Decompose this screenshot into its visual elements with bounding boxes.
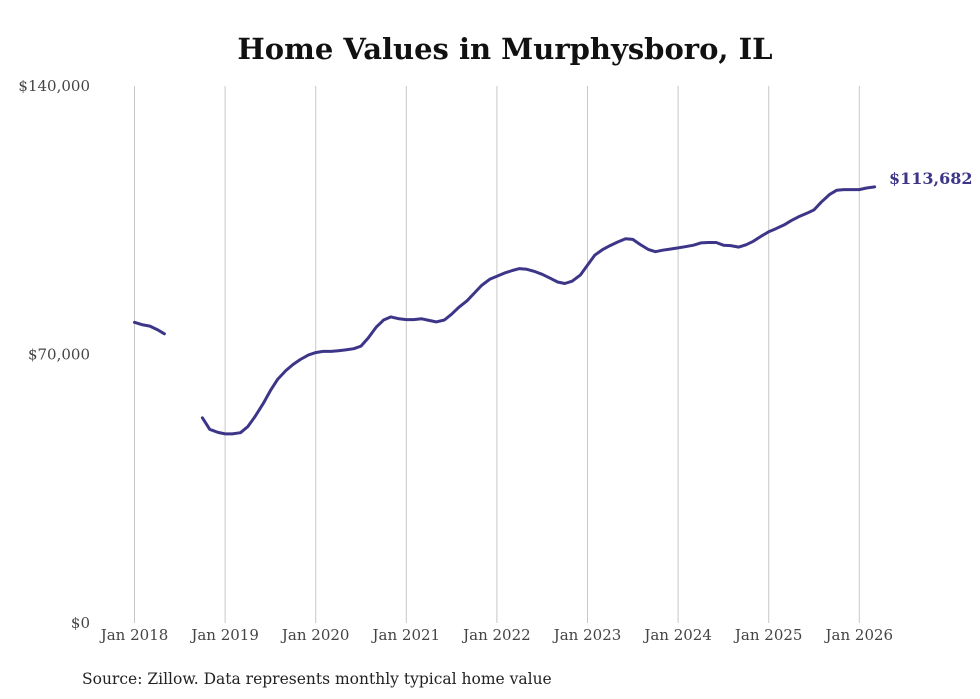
series-line-segment-0 [133,320,166,336]
series-lines [133,185,877,436]
y-tick-label: $70,000 [28,346,90,364]
x-tick-label: Jan 2026 [824,626,894,644]
x-tick-label: Jan 2021 [371,626,441,644]
x-tick-label: Jan 2020 [280,626,350,644]
x-tick-label: Jan 2024 [642,626,712,644]
x-tick-label: Jan 2019 [189,626,259,644]
y-tick-label: $0 [71,614,90,632]
gridlines [134,86,860,623]
x-tick-label: Jan 2018 [99,626,169,644]
source-note: Source: Zillow. Data represents monthly … [82,670,552,688]
series-line-segment-1 [200,185,877,436]
chart-title: Home Values in Murphysboro, IL [237,32,772,66]
x-tick-label: Jan 2025 [733,626,803,644]
y-tick-label: $140,000 [18,77,90,95]
x-tick-label: Jan 2023 [552,626,622,644]
y-axis-ticks: $0 $70,000 $140,000 [18,77,90,632]
x-axis-ticks: Jan 2018 Jan 2019 Jan 2020 Jan 2021 Jan 2022… [99,626,893,644]
latest-value-label: $113,682 [889,169,973,188]
x-tick-label: Jan 2022 [461,626,531,644]
